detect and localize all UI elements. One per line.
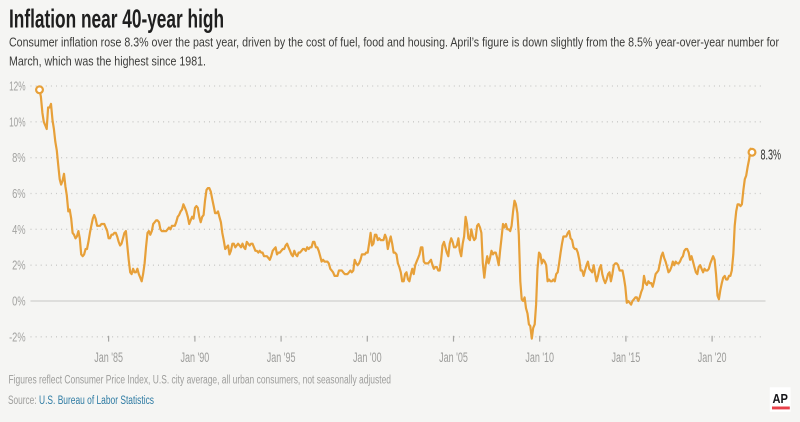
svg-text:-2%: -2%	[9, 329, 26, 344]
svg-text:8%: 8%	[12, 150, 26, 165]
svg-text:Jan '90: Jan '90	[181, 350, 210, 365]
svg-text:6%: 6%	[12, 186, 26, 201]
svg-text:2%: 2%	[12, 258, 26, 273]
svg-text:Figures reflect Consumer Price: Figures reflect Consumer Price Index, U.…	[9, 375, 392, 387]
svg-text:Jan '95: Jan '95	[267, 350, 296, 365]
svg-text:8.3%: 8.3%	[761, 148, 782, 164]
svg-text:4%: 4%	[12, 222, 26, 237]
svg-text:Jan '15: Jan '15	[612, 350, 641, 365]
svg-text:March, which was the highest s: March, which was the highest since 1981.	[9, 54, 206, 69]
svg-text:Jan '10: Jan '10	[525, 350, 554, 365]
svg-text:Consumer inflation rose 8.3% o: Consumer inflation rose 8.3% over the pa…	[9, 35, 780, 50]
svg-text:Jan '20: Jan '20	[698, 350, 727, 365]
svg-text:12%: 12%	[9, 79, 26, 94]
svg-text:Jan '00: Jan '00	[353, 350, 382, 365]
svg-text:AP: AP	[773, 391, 789, 406]
svg-text:Inflation near 40-year high: Inflation near 40-year high	[9, 4, 224, 34]
svg-text:Jan '05: Jan '05	[439, 350, 468, 365]
svg-text:Source:: Source:	[8, 395, 37, 407]
svg-text:10%: 10%	[9, 114, 26, 129]
svg-text:0%: 0%	[12, 294, 26, 309]
svg-text:Jan '85: Jan '85	[94, 350, 123, 365]
svg-text:U.S. Bureau of Labor Statistic: U.S. Bureau of Labor Statistics	[39, 395, 154, 407]
